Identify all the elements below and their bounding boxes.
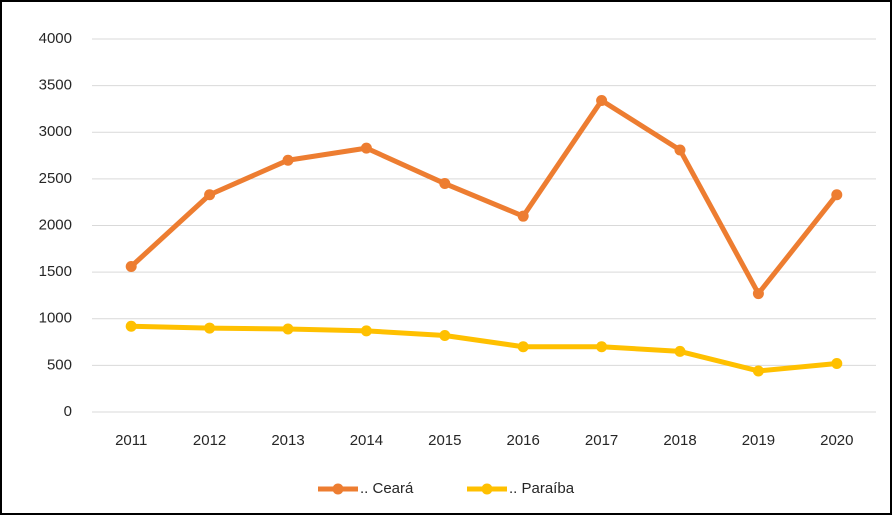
y-tick-label: 500	[47, 356, 72, 373]
data-point	[752, 365, 764, 377]
data-point	[204, 189, 216, 201]
x-tick-label: 2020	[820, 432, 853, 449]
legend-label: .. Ceará	[360, 480, 414, 497]
y-tick-label: 1500	[39, 263, 72, 280]
data-point	[674, 144, 686, 156]
series-line	[131, 323, 838, 374]
data-point	[204, 322, 216, 334]
legend-label: .. Paraíba	[509, 480, 575, 497]
data-point	[360, 142, 372, 154]
y-tick-label: 0	[64, 403, 72, 420]
x-tick-label: 2017	[585, 432, 618, 449]
data-point	[439, 178, 451, 190]
data-point	[752, 288, 764, 300]
data-point	[831, 358, 843, 370]
data-point	[125, 320, 137, 332]
data-point	[831, 189, 843, 201]
data-point	[282, 154, 294, 166]
data-point	[517, 341, 529, 353]
x-tick-label: 2013	[271, 432, 304, 449]
x-tick-label: 2019	[742, 432, 775, 449]
x-tick-label: 2014	[350, 432, 383, 449]
data-point	[125, 261, 137, 273]
legend-marker	[332, 483, 344, 495]
x-tick-label: 2012	[193, 432, 226, 449]
data-point	[596, 341, 608, 353]
data-point	[282, 323, 294, 335]
y-tick-label: 1000	[39, 310, 72, 327]
data-point	[674, 345, 686, 357]
x-tick-label: 2018	[663, 432, 696, 449]
data-point	[596, 95, 608, 107]
y-tick-label: 2500	[39, 170, 72, 187]
data-point	[360, 325, 372, 337]
x-tick-label: 2011	[115, 432, 147, 449]
y-tick-label: 2000	[39, 216, 72, 233]
y-tick-label: 3000	[39, 123, 72, 140]
y-tick-label: 4000	[39, 30, 72, 47]
legend-marker	[481, 483, 493, 495]
data-point	[439, 330, 451, 342]
series-line	[129, 98, 839, 297]
data-point	[517, 210, 529, 222]
x-tick-label: 2016	[507, 432, 540, 449]
x-tick-label: 2015	[428, 432, 461, 449]
y-tick-label: 3500	[39, 77, 72, 94]
